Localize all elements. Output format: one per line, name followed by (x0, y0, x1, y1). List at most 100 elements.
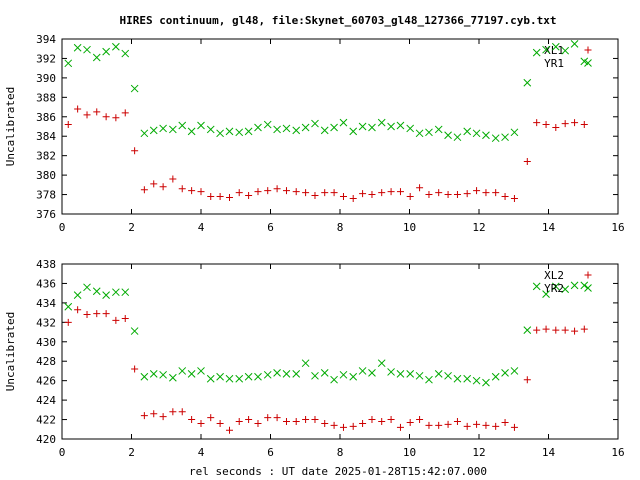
data-point (140, 412, 148, 420)
data-point (425, 191, 433, 199)
data-point (292, 418, 300, 425)
chart-panel-1: 0 2 4 6 8 10 12 14 16 376 378 380 382 384 386 388 390 392… (4, 33, 625, 234)
y-tick-label: 378 (36, 189, 56, 202)
data-point (311, 192, 319, 200)
data-point (453, 418, 461, 425)
y-tick-label: 386 (36, 111, 56, 124)
data-point (197, 419, 205, 427)
data-point (339, 118, 348, 127)
data-point (463, 422, 471, 430)
x-tick-label: 14 (542, 446, 556, 459)
legend-label: YR1 (544, 57, 564, 70)
legend-label: XL2 (544, 269, 564, 282)
data-point (561, 120, 569, 128)
x-tick-label: 2 (128, 221, 135, 234)
data-point (571, 327, 579, 335)
data-point (263, 120, 272, 129)
data-point (292, 370, 301, 378)
data-point (244, 372, 253, 381)
x-tick-label: 16 (611, 446, 624, 459)
data-point (368, 191, 376, 199)
data-point (102, 113, 110, 121)
data-point (482, 378, 490, 387)
x-tick-label: 4 (198, 446, 205, 459)
legend-label: YR2 (544, 282, 564, 295)
data-point (570, 40, 579, 48)
y-tick-label: 392 (36, 52, 56, 65)
data-point (551, 282, 560, 291)
data-point (542, 45, 550, 54)
data-point (225, 127, 234, 136)
series-XL1 (64, 105, 588, 202)
data-point (349, 372, 358, 381)
data-point (140, 186, 148, 194)
legend-marker (584, 271, 592, 279)
data-point (435, 421, 443, 429)
data-point (339, 370, 348, 379)
data-point (580, 281, 589, 290)
x-tick-label: 10 (403, 446, 416, 459)
data-point (339, 193, 347, 200)
data-point (264, 414, 272, 422)
data-point (359, 190, 367, 198)
data-point (150, 180, 158, 188)
data-point (121, 288, 130, 297)
data-point (551, 42, 560, 51)
series-XL2 (64, 306, 588, 434)
data-point (378, 189, 386, 197)
data-point (112, 42, 120, 51)
data-point (302, 189, 310, 197)
data-point (73, 43, 82, 52)
data-point (377, 359, 386, 368)
data-point (501, 193, 509, 200)
data-point (102, 47, 110, 56)
data-point (188, 416, 196, 424)
data-point (501, 369, 509, 377)
data-point (216, 372, 224, 381)
x-tick-label: 6 (267, 221, 274, 234)
x-tick-label: 4 (198, 221, 205, 234)
data-point (434, 370, 443, 378)
data-point (112, 316, 120, 324)
data-point (463, 190, 471, 198)
data-point (207, 193, 215, 200)
data-point (197, 188, 205, 196)
data-point (282, 418, 290, 425)
data-point (102, 310, 110, 318)
x-tick-label: 14 (542, 221, 556, 234)
data-point (387, 188, 395, 196)
data-point (130, 84, 139, 93)
legend-marker (584, 46, 592, 54)
data-point (74, 306, 82, 314)
data-point (273, 125, 281, 134)
data-point (159, 370, 167, 379)
data-point (254, 188, 262, 196)
data-point (301, 123, 310, 132)
data-point (254, 123, 262, 132)
data-point (159, 183, 167, 191)
legend-marker (584, 59, 592, 67)
y-tick-label: 438 (36, 258, 56, 271)
data-point (523, 158, 531, 165)
data-point (320, 369, 329, 377)
data-point (216, 419, 224, 427)
data-point (216, 193, 224, 200)
data-point (416, 416, 424, 424)
data-point (542, 290, 550, 298)
data-point (168, 125, 177, 134)
data-point (444, 191, 452, 199)
data-point (533, 326, 541, 334)
data-point (406, 370, 415, 378)
data-point (131, 365, 139, 373)
data-point (149, 370, 158, 378)
data-point (453, 133, 462, 142)
data-point (523, 78, 532, 87)
chart-title: HIRES continuum, gl48, file:Skynet_60703… (119, 14, 556, 27)
data-point (552, 123, 560, 131)
data-point (435, 189, 443, 197)
data-point (396, 121, 405, 130)
data-point (580, 325, 588, 333)
data-point (292, 126, 301, 135)
data-point (473, 187, 481, 195)
data-point (378, 418, 386, 425)
